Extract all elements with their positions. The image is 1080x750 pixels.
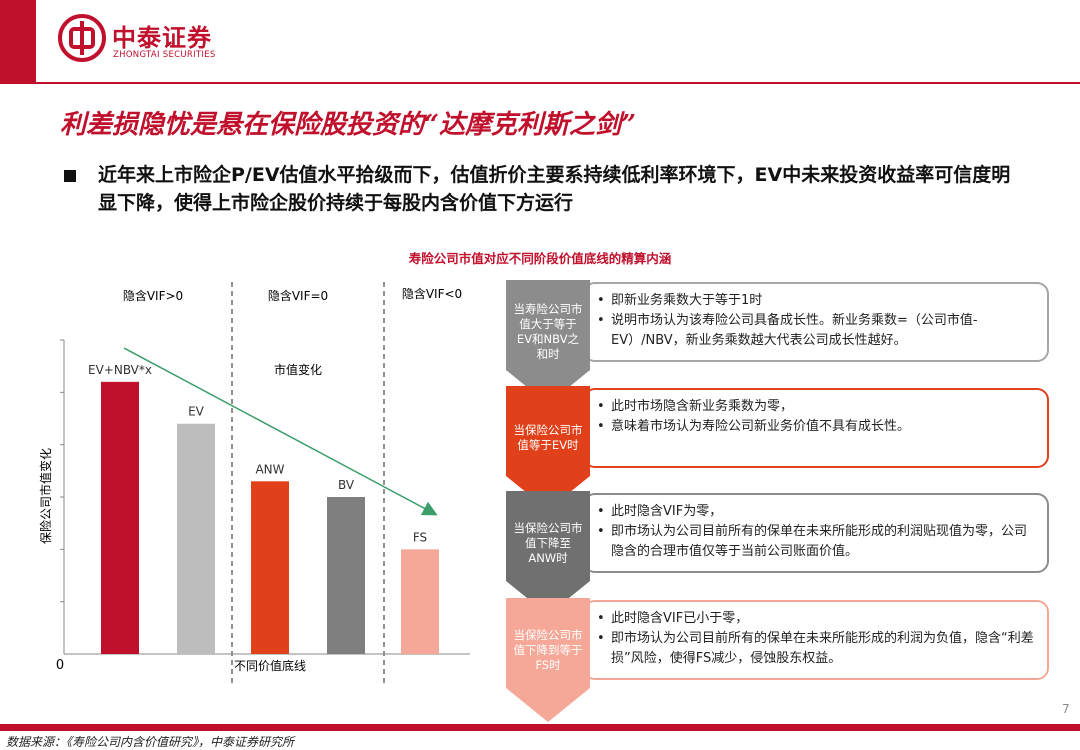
page-number: 7 — [1062, 702, 1070, 716]
step-chevron-line: 值下降至 — [525, 535, 571, 550]
header-divider — [0, 82, 1080, 84]
step-box-3: • 此时隐含VIF为零， • 即市场认为公司目前所有的保单在未来所能形成的利润贴现值为… — [583, 493, 1049, 573]
step-chevron-line: 当寿险公司市 — [513, 302, 583, 316]
step-chevron-line: 和时 — [536, 347, 560, 361]
bullet-square-icon — [64, 170, 76, 182]
origin-label: 0 — [56, 658, 64, 673]
step-chevron-line: 当保险公司市 — [513, 520, 583, 535]
page-title: 利差损隐忧是悬在保险股投资的“达摩克利斯之剑” — [60, 110, 636, 140]
y-axis-label: 保险公司市值变化 — [38, 448, 53, 544]
annotation-label: 市值变化 — [274, 362, 322, 377]
chart-title: 寿险公司市值对应不同阶段价值底线的精算内涵 — [408, 251, 672, 266]
step-box-4: • 此时隐含VIF已小于零， • 即市场认为公司目前所有的保单在未来所能形成的利润为负… — [583, 600, 1049, 680]
bullet-dot-icon: • — [597, 631, 605, 646]
step-point-text: 说明市场认为该寿险公司具备成长性。新业务乘数=（公司市值-EV）/NBV，新业务… — [611, 313, 978, 348]
step-point-text: 即新业务乘数大于等于1时 — [611, 293, 763, 308]
region-label-vif-positive: 隐含VIF>0 — [123, 288, 183, 303]
step-chevron-line: ANW时 — [528, 550, 568, 565]
step-box-1: • 即新业务乘数大于等于1时 • 说明市场认为该寿险公司具备成长性。新业务乘数=（公司… — [583, 282, 1049, 362]
header-accent-bar — [0, 0, 36, 82]
x-axis-label: 不同价值底线 — [234, 658, 306, 673]
step-chevron-text: 当保险公司市 值等于EV时 — [500, 423, 596, 453]
bullet-dot-icon: • — [597, 504, 605, 519]
bullet-dot-icon: • — [597, 419, 605, 434]
footer-bar — [0, 724, 1080, 731]
region-label-vif-negative: 隐含VIF<0 — [402, 286, 462, 301]
bullet-dot-icon: • — [597, 313, 605, 328]
bar-ev-nbv-x — [101, 381, 139, 654]
bar-label: BV — [338, 478, 355, 492]
logo-text-en: ZHONGTAI SECURITIES — [113, 50, 216, 60]
step-chevron-line: 当保险公司市 — [513, 627, 583, 642]
bar-label: EV+NBV*x — [88, 363, 152, 377]
region-label-vif-zero: 隐含VIF=0 — [268, 288, 328, 303]
step-chevron-line: 值大于等于 — [519, 317, 577, 331]
step-chevron-2: 当保险公司市 值等于EV时 — [500, 386, 596, 510]
bar-ev — [177, 423, 215, 654]
step-chevron-1: 当寿险公司市 值大于等于 EV和NBV之 和时 — [500, 280, 596, 404]
step-point: • 即市场认为公司目前所有的保单在未来所能形成的利润为负值，隐含“利差损”风险，使… — [597, 629, 1039, 669]
bar-label: EV — [188, 405, 205, 419]
bullet-dot-icon: • — [597, 611, 605, 626]
step-box-2: • 此时市场隐含新业务乘数为零， • 意味着市场认为寿险公司新业务价值不具有成长性。 — [583, 388, 1049, 468]
step-point-text: 意味着市场认为寿险公司新业务价值不具有成长性。 — [611, 419, 911, 434]
logo-icon — [58, 14, 106, 62]
step-chevron-line: EV和NBV之 — [516, 332, 580, 346]
bullet-text: 近年来上市险企P/EV估值水平拾级而下，估值折价主要系持续低利率环境下，EV中未… — [98, 164, 1011, 214]
bar-bv — [327, 497, 365, 654]
step-point-text: 此时隐含VIF已小于零， — [611, 611, 749, 626]
step-chevron-text: 当保险公司市 值下降到等于 FS时 — [500, 628, 596, 673]
step-point-text: 即市场认为公司目前所有的保单在未来所能形成的利润贴现值为零，公司隐含的合理市值仅… — [611, 524, 1028, 559]
logo-text-cn: 中泰证券 — [112, 24, 212, 52]
step-point: • 此时市场隐含新业务乘数为零， — [597, 397, 1039, 417]
step-chevron-4: 当保险公司市 值下降到等于 FS时 — [500, 598, 596, 722]
step-chevron-text: 当保险公司市 值下降至 ANW时 — [500, 521, 596, 566]
step-chevron-text: 当寿险公司市 值大于等于 EV和NBV之 和时 — [500, 302, 596, 362]
step-chevron-line: 值等于EV时 — [517, 438, 579, 452]
bullet-dot-icon: • — [597, 524, 605, 539]
step-point: • 此时隐含VIF已小于零， — [597, 609, 1039, 629]
step-point: • 意味着市场认为寿险公司新业务价值不具有成长性。 — [597, 417, 1039, 437]
bullet-dot-icon: • — [597, 293, 605, 308]
step-point-text: 即市场认为公司目前所有的保单在未来所能形成的利润为负值，隐含“利差损”风险，使得… — [611, 631, 1034, 666]
bar-chart: 隐含VIF>0 隐含VIF=0 隐含VIF<0 市值变化 0 不同价值底线 保险… — [38, 282, 470, 684]
step-chevron-3: 当保险公司市 值下降至 ANW时 — [500, 491, 596, 615]
step-point-text: 此时市场隐含新业务乘数为零， — [611, 399, 794, 414]
footer-source: 数据来源：《寿险公司内含价值研究》，中泰证券研究所 — [6, 735, 295, 749]
step-point: • 即市场认为公司目前所有的保单在未来所能形成的利润贴现值为零，公司隐含的合理市值… — [597, 522, 1039, 562]
step-point: • 即新业务乘数大于等于1时 — [597, 291, 1039, 311]
step-chevron-line: FS时 — [535, 657, 561, 672]
step-chevron-line: 当保险公司市 — [513, 423, 583, 437]
step-chevron-line: 值下降到等于 — [513, 642, 583, 657]
step-point-text: 此时隐含VIF为零， — [611, 504, 723, 519]
bar-label: ANW — [255, 462, 284, 476]
bar-fs — [401, 549, 439, 654]
trend-arrow — [123, 347, 438, 516]
step-point: • 此时隐含VIF为零， — [597, 502, 1039, 522]
bullet-dot-icon: • — [597, 399, 605, 414]
bar-label: FS — [413, 530, 427, 544]
step-point: • 说明市场认为该寿险公司具备成长性。新业务乘数=（公司市值-EV）/NBV，新业… — [597, 311, 1039, 351]
bar-anw — [251, 481, 289, 654]
